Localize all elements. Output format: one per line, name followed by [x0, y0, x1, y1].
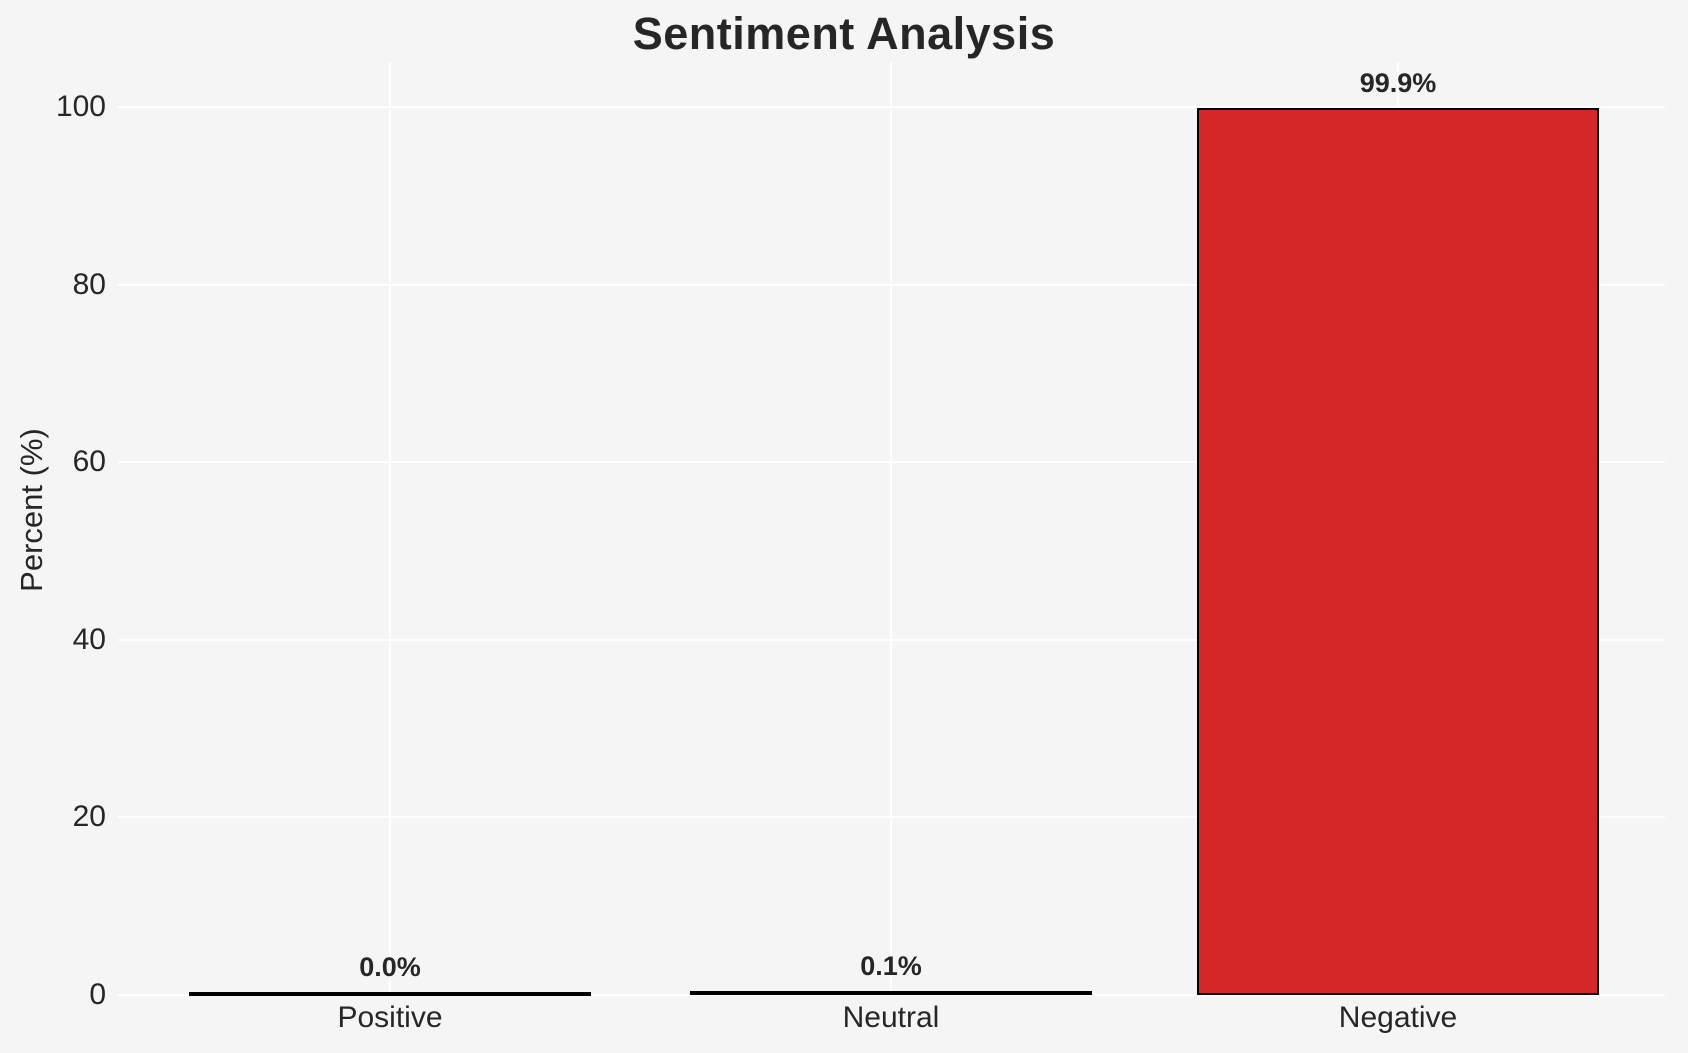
bar-positive [189, 992, 591, 996]
bar-negative [1197, 108, 1599, 995]
x-tick-label-negative: Negative [1338, 1001, 1458, 1034]
bar-neutral [690, 991, 1092, 995]
bar-value-label-neutral: 0.1% [860, 951, 922, 981]
gridline-x-neutral [890, 62, 892, 995]
bar-value-label-negative: 99.9% [1359, 68, 1437, 98]
y-tick-label-40: 40 [72, 622, 106, 656]
gridline-y-0 [118, 994, 1665, 996]
bar-value-label-positive: 0.0% [359, 952, 421, 982]
x-tick-label-neutral: Neutral [842, 1001, 940, 1034]
y-tick-label-0: 0 [89, 978, 106, 1011]
gridline-x-positive [389, 62, 391, 995]
chart-title: Sentiment Analysis [632, 8, 1056, 59]
x-tick-label-positive: Positive [337, 1001, 443, 1034]
plot-area: 0.0% 0.1% 99.9% [118, 62, 1665, 996]
y-tick-label-20: 20 [72, 800, 106, 834]
y-tick-label-80: 80 [72, 267, 106, 301]
y-tick-label-60: 60 [72, 445, 106, 479]
y-tick-label-100: 100 [55, 90, 106, 123]
